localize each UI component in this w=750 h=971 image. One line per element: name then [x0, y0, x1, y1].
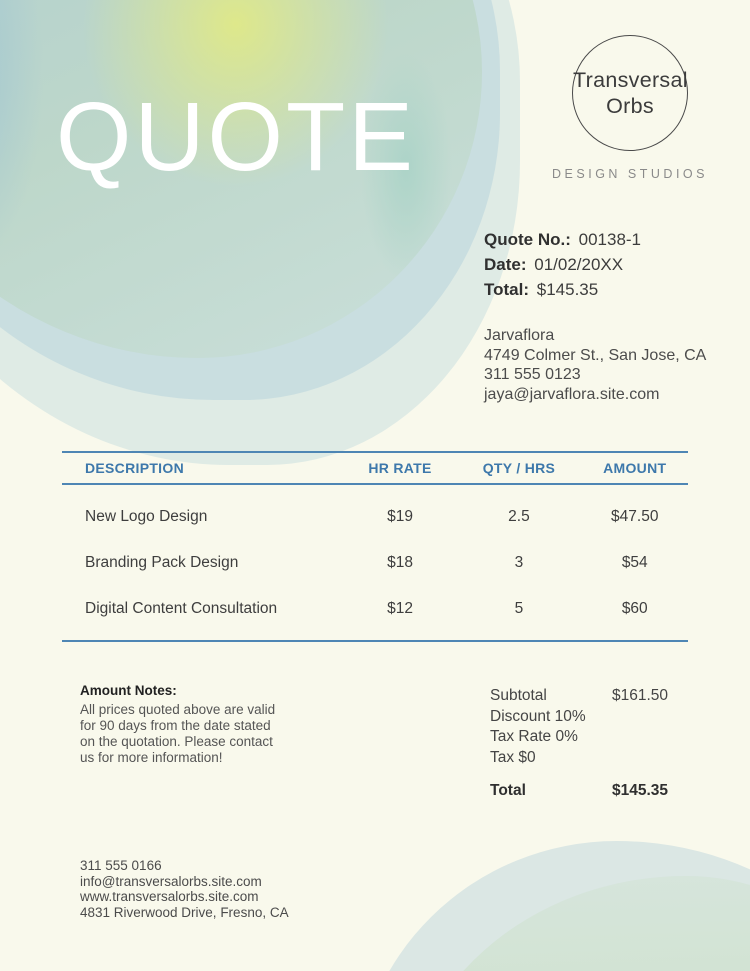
cell-amount: $47.50 — [611, 508, 659, 525]
table-header-row: DESCRIPTION HR RATE QTY / HRS AMOUNT — [62, 451, 688, 485]
quote-date-row: Date: 01/02/20XX — [484, 252, 641, 277]
header-description: DESCRIPTION — [85, 460, 184, 476]
header-qty-hrs: QTY / HRS — [482, 460, 556, 476]
quote-total-label: Total: — [484, 280, 530, 299]
cell-hr-rate: $18 — [387, 554, 413, 571]
client-name: Jarvaflora — [484, 327, 555, 344]
totals-summary: Subtotal $161.50 Discount 10% Tax Rate 0… — [490, 686, 668, 802]
grand-total-value: $145.35 — [611, 782, 668, 799]
company-website: www.transversalorbs.site.com — [80, 889, 259, 905]
amount-notes-title: Amount Notes: — [80, 683, 177, 698]
client-address: 4749 Colmer St., San Jose, CA — [484, 346, 707, 364]
amount-notes: Amount Notes: All prices quoted above ar… — [80, 683, 300, 766]
cell-description: Branding Pack Design — [85, 554, 239, 571]
quote-total-row: Total: $145.35 — [484, 277, 641, 302]
logo-name-line2: Orbs — [606, 94, 654, 118]
tax-row: Tax $0 — [490, 748, 668, 769]
cell-qty-hrs: 3 — [514, 554, 524, 571]
grand-total-row: Total $145.35 — [490, 781, 668, 802]
quote-number-value: 00138-1 — [578, 230, 642, 249]
cell-hr-rate: $19 — [387, 508, 413, 525]
amount-notes-line: us for more information! — [80, 750, 223, 765]
amount-notes-line: for 90 days from the date stated — [80, 718, 271, 733]
quote-number-label: Quote No.: — [484, 230, 571, 249]
quote-number-row: Quote No.: 00138-1 — [484, 227, 641, 252]
logo-subtitle: DESIGN STUDIOS — [552, 167, 708, 181]
line-items-table: DESCRIPTION HR RATE QTY / HRS AMOUNT New… — [62, 451, 688, 642]
subtotal-row: Subtotal $161.50 — [490, 686, 668, 707]
table-row: Branding Pack Design $18 3 $54 — [62, 540, 688, 586]
amount-notes-line: on the quotation. Please contact — [80, 734, 273, 749]
logo-name-line1: Transversal — [573, 68, 688, 92]
header-hr-rate: HR RATE — [368, 460, 432, 476]
client-phone: 311 555 0123 — [484, 366, 581, 384]
page-title: QUOTE — [56, 82, 416, 191]
quote-date-value: 01/02/20XX — [534, 255, 624, 274]
table-row: Digital Content Consultation $12 5 $60 — [62, 586, 688, 632]
decorative-blob-bottom-back — [355, 841, 750, 971]
cell-hr-rate: $12 — [387, 600, 413, 617]
decorative-blob-bottom-front — [400, 876, 750, 971]
decorative-blob-top-back — [0, 0, 520, 465]
tax-rate-row: Tax Rate 0% — [490, 727, 668, 748]
company-phone: 311 555 0166 — [80, 858, 162, 873]
table-row: New Logo Design $19 2.5 $47.50 — [62, 494, 688, 540]
cell-qty-hrs: 2.5 — [508, 508, 530, 525]
logo-circle: Transversal Orbs — [572, 35, 688, 151]
client-info: Jarvaflora 4749 Colmer St., San Jose, CA… — [484, 326, 706, 404]
amount-notes-line: All prices quoted above are valid — [80, 702, 276, 717]
decorative-blob-top-mid — [0, 0, 500, 400]
cell-amount: $60 — [621, 600, 648, 617]
subtotal-label: Subtotal — [490, 687, 547, 704]
subtotal-value: $161.50 — [611, 687, 668, 704]
discount-row: Discount 10% — [490, 707, 668, 728]
quote-total-value: $145.35 — [536, 280, 599, 299]
tax-label: Tax $0 — [490, 748, 536, 766]
company-contact: 311 555 0166 info@transversalorbs.site.c… — [80, 858, 289, 920]
client-email: jaya@jarvaflora.site.com — [484, 385, 660, 403]
cell-amount: $54 — [621, 554, 648, 571]
cell-qty-hrs: 5 — [514, 600, 524, 617]
quote-date-label: Date: — [484, 255, 527, 274]
header-amount: AMOUNT — [603, 460, 667, 476]
tax-rate-label: Tax Rate 0% — [490, 728, 578, 745]
cell-description: New Logo Design — [85, 508, 208, 525]
company-logo: Transversal Orbs DESIGN STUDIOS — [530, 35, 730, 181]
discount-label: Discount 10% — [490, 707, 586, 725]
company-address: 4831 Riverwood Drive, Fresno, CA — [80, 904, 289, 920]
cell-description: Digital Content Consultation — [85, 600, 278, 617]
grand-total-label: Total — [490, 782, 526, 799]
table-body: New Logo Design $19 2.5 $47.50 Branding … — [62, 485, 688, 642]
company-email: info@transversalorbs.site.com — [80, 873, 262, 889]
quote-meta: Quote No.: 00138-1 Date: 01/02/20XX Tota… — [484, 227, 641, 302]
